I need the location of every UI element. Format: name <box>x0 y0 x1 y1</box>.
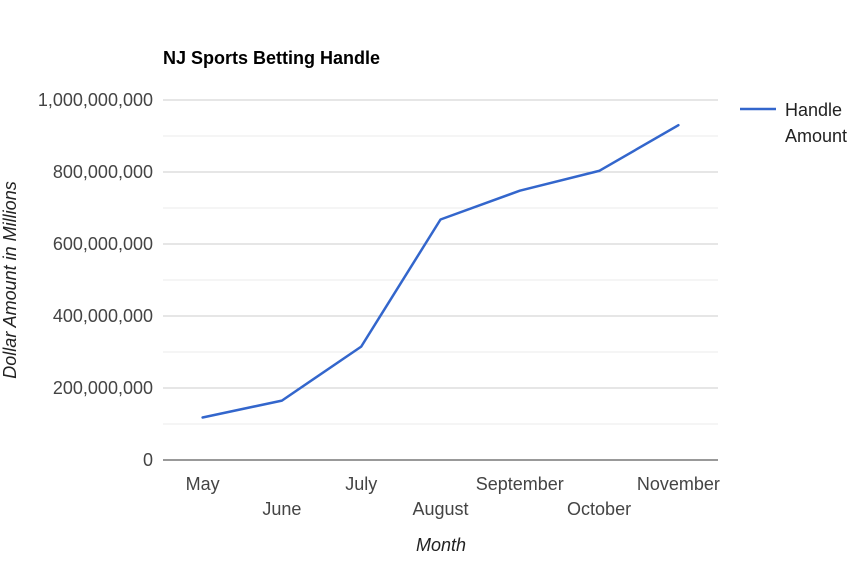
legend-label: Handle <box>785 100 842 120</box>
x-tick-label: May <box>186 474 220 494</box>
y-axis-title: Dollar Amount in Millions <box>0 181 20 378</box>
series-group <box>201 123 680 419</box>
x-tick-label: July <box>345 474 377 494</box>
y-tick-label: 800,000,000 <box>53 162 153 182</box>
x-tick-label: November <box>637 474 720 494</box>
legend: Handle Amount <box>740 100 847 146</box>
gridlines <box>163 99 718 425</box>
y-tick-label: 0 <box>143 450 153 470</box>
x-tick-label: September <box>476 474 564 494</box>
y-tick-label: 400,000,000 <box>53 306 153 326</box>
legend-label: Amount <box>785 126 847 146</box>
x-axis-title: Month <box>416 535 466 555</box>
y-tick-label: 1,000,000,000 <box>38 90 153 110</box>
x-tick-label: June <box>262 499 301 519</box>
y-tick-label: 200,000,000 <box>53 378 153 398</box>
series-line <box>201 123 680 419</box>
x-tick-label: October <box>567 499 631 519</box>
chart-title: NJ Sports Betting Handle <box>163 48 380 68</box>
y-tick-label: 600,000,000 <box>53 234 153 254</box>
y-axis-ticks: 0 200,000,000 400,000,000 600,000,000 800,00… <box>38 90 153 470</box>
x-tick-label: August <box>412 499 468 519</box>
